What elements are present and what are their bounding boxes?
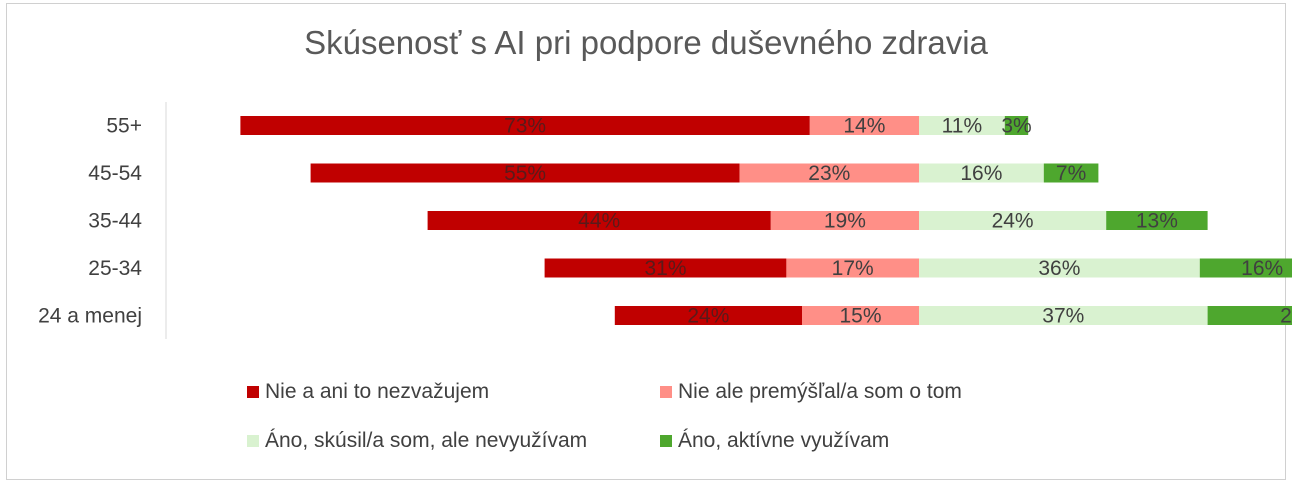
legend-swatch-2 <box>660 386 672 398</box>
bar-segment <box>739 163 919 183</box>
legend-label-2: Nie ale premýšľal/a som o tom <box>678 380 962 403</box>
data-label: 24% <box>992 210 1034 233</box>
bar-segment <box>310 163 740 183</box>
data-label: 44% <box>578 210 620 233</box>
bar-segment <box>544 258 787 278</box>
bar-segment <box>919 163 1044 183</box>
data-label: 24% <box>1280 305 1292 328</box>
data-label: 3% <box>1001 115 1031 138</box>
legend-item-3: Áno, skúsil/a som, ale nevyužívam <box>247 429 587 453</box>
chart-frame <box>6 3 1286 480</box>
bar-segment <box>1106 211 1208 230</box>
bar-segment <box>809 116 919 135</box>
category-label: 24 a menej <box>38 305 142 328</box>
data-label: 14% <box>843 115 885 138</box>
bar-segment <box>427 211 771 230</box>
bar-segment <box>919 116 1005 135</box>
bar-segment <box>1199 258 1292 278</box>
data-label: 16% <box>960 162 1002 185</box>
bar-segment <box>919 306 1208 325</box>
data-label: 13% <box>1136 210 1178 233</box>
legend-item-4: Áno, aktívne využívam <box>660 429 889 453</box>
legend-swatch-4 <box>660 435 672 447</box>
bar-segment <box>614 306 802 325</box>
data-label: 73% <box>504 115 546 138</box>
bar-segment <box>919 211 1107 230</box>
data-label: 11% <box>942 115 982 138</box>
bar-segment <box>770 211 919 230</box>
category-label: 55+ <box>106 115 142 138</box>
legend-label-3: Áno, skúsil/a som, ale nevyužívam <box>265 429 588 452</box>
bar-segment <box>1004 116 1029 135</box>
bar-segment <box>1207 306 1292 325</box>
data-label: 15% <box>839 305 881 328</box>
data-label: 37% <box>1042 305 1084 328</box>
bar-segment <box>919 258 1200 278</box>
legend-label-4: Áno, aktívne využívam <box>678 429 890 452</box>
legend-item-2: Nie ale premýšľal/a som o tom <box>660 380 962 404</box>
data-label: 31% <box>644 257 686 280</box>
bar-segment <box>802 306 919 325</box>
legend-item-1: Nie a ani to nezvažujem <box>247 380 489 404</box>
data-label: 23% <box>808 162 850 185</box>
bar-segment <box>1043 163 1099 183</box>
data-label: 7% <box>1056 162 1086 185</box>
data-label: 55% <box>504 162 546 185</box>
legend-label-1: Nie a ani to nezvažujem <box>265 380 490 403</box>
category-label: 25-34 <box>88 257 142 280</box>
data-label: 24% <box>687 305 729 328</box>
category-label: 45-54 <box>88 162 142 185</box>
bar-segment <box>786 258 919 278</box>
legend-swatch-3 <box>247 435 259 447</box>
data-label: 17% <box>832 257 874 280</box>
data-label: 36% <box>1038 257 1080 280</box>
category-label: 35-44 <box>88 210 142 233</box>
bar-segment <box>240 116 810 135</box>
data-label: 19% <box>824 210 866 233</box>
legend-swatch-1 <box>247 386 259 398</box>
data-label: 16% <box>1241 257 1283 280</box>
chart-title: Skúsenosť s AI pri podpore duševného zdr… <box>304 24 988 61</box>
